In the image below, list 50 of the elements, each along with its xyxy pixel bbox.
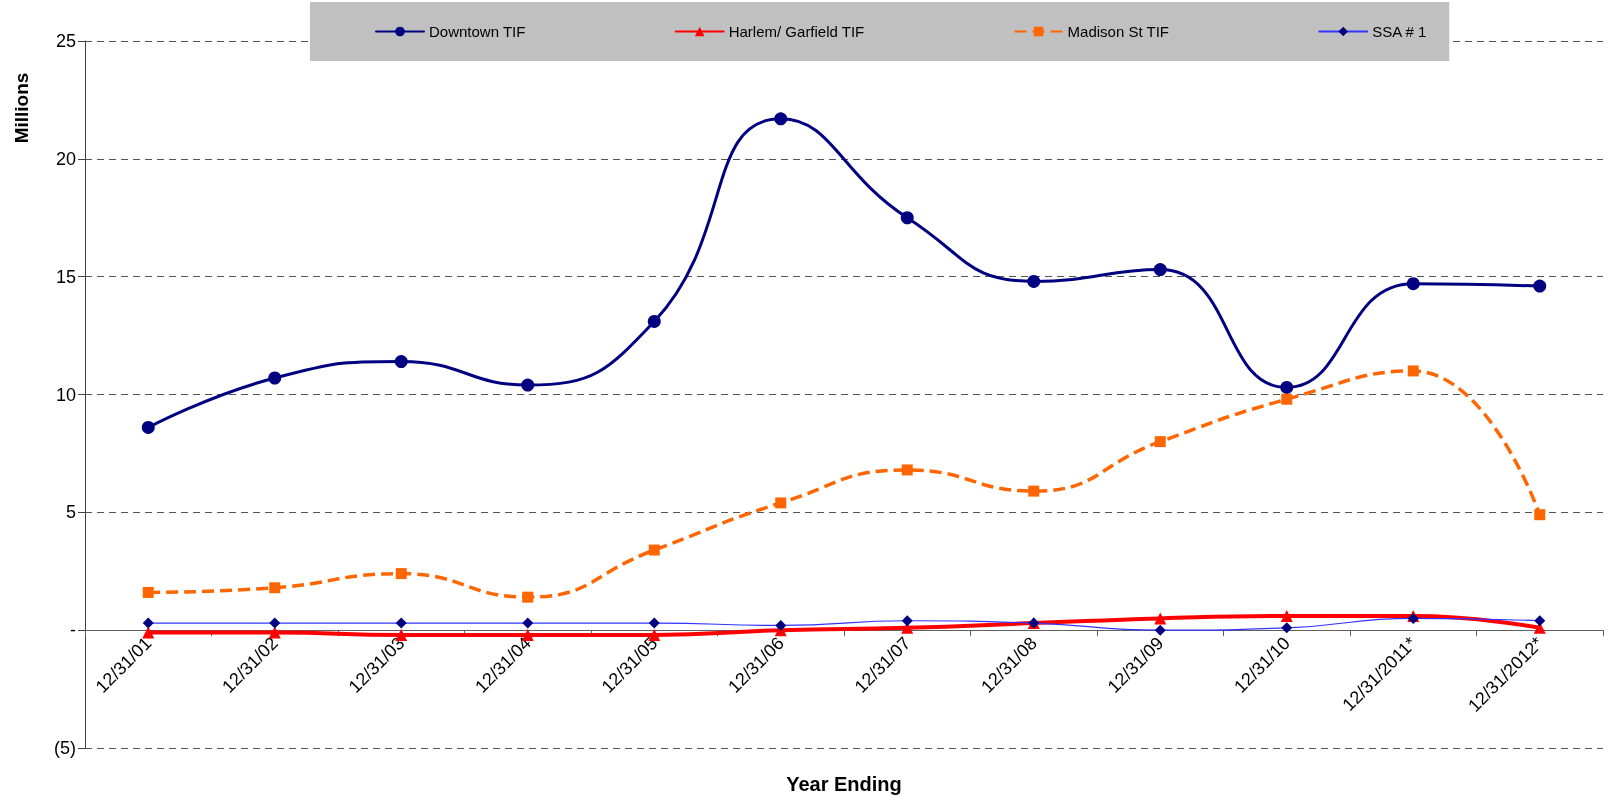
point bbox=[1027, 274, 1041, 288]
legend-label: Downtown TIF bbox=[429, 23, 526, 40]
point bbox=[522, 591, 534, 603]
point bbox=[900, 211, 914, 225]
point bbox=[647, 314, 661, 328]
point bbox=[1533, 279, 1547, 293]
y-tick-label: 15 bbox=[55, 266, 76, 287]
point bbox=[1406, 277, 1420, 291]
legend-label: SSA # 1 bbox=[1372, 23, 1427, 40]
point bbox=[1281, 393, 1293, 405]
point bbox=[648, 617, 660, 629]
point bbox=[142, 626, 155, 639]
point bbox=[521, 378, 535, 392]
point bbox=[1534, 509, 1546, 521]
y-tick-label: 20 bbox=[55, 148, 76, 169]
point bbox=[1153, 263, 1167, 277]
point bbox=[141, 421, 155, 434]
point bbox=[1028, 485, 1040, 497]
point bbox=[775, 497, 787, 509]
legend-label: Madison St TIF bbox=[1067, 23, 1169, 40]
point bbox=[269, 582, 281, 594]
point bbox=[269, 617, 281, 629]
y-tick-label: (5) bbox=[54, 738, 76, 758]
point bbox=[1281, 622, 1293, 634]
legend-label: Harlem/ Garfield TIF bbox=[728, 23, 865, 40]
point bbox=[648, 544, 660, 556]
y-axis-title: Millions bbox=[10, 72, 32, 144]
point bbox=[142, 586, 154, 598]
point bbox=[142, 617, 154, 629]
point bbox=[901, 464, 913, 476]
point bbox=[1280, 610, 1293, 623]
x-axis-title: Year Ending bbox=[786, 773, 902, 795]
point bbox=[774, 112, 788, 126]
point bbox=[1407, 365, 1419, 377]
point bbox=[522, 617, 534, 629]
point bbox=[1534, 615, 1546, 627]
point bbox=[268, 371, 282, 385]
point bbox=[1280, 380, 1294, 394]
point bbox=[1154, 624, 1166, 636]
point bbox=[395, 617, 407, 629]
point bbox=[901, 615, 913, 627]
point bbox=[394, 355, 408, 368]
point bbox=[395, 568, 407, 580]
point bbox=[1154, 612, 1167, 625]
y-tick-label: 10 bbox=[55, 384, 76, 405]
point bbox=[1154, 436, 1166, 448]
point bbox=[775, 619, 787, 631]
y-tick-label: 25 bbox=[55, 31, 76, 51]
y-tick-label: - bbox=[70, 620, 76, 641]
y-tick-label: 5 bbox=[65, 502, 76, 523]
